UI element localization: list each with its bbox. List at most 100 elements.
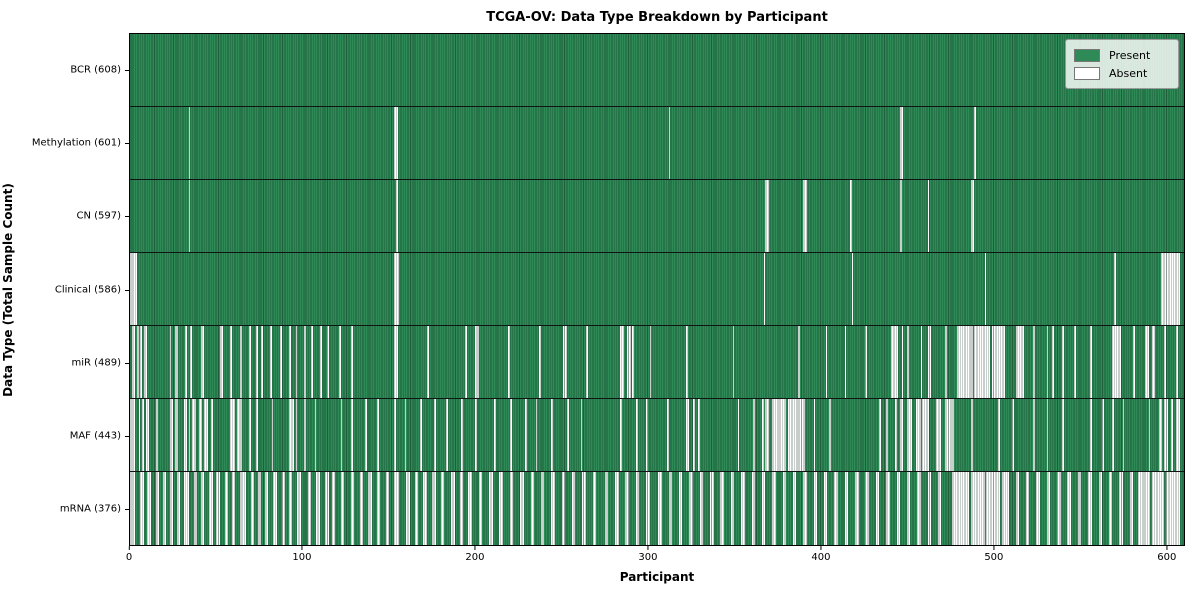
absent-stripe <box>899 107 904 179</box>
legend-swatch-absent <box>1074 66 1100 80</box>
absent-stripe <box>1176 399 1180 471</box>
y-tick-label-BCR: BCR (608) <box>70 64 121 76</box>
y-tick-label-mRNA: mRNA (376) <box>59 503 121 515</box>
absent-stripe <box>974 107 976 179</box>
absent-stripe <box>951 472 970 545</box>
absent-stripe <box>257 472 262 545</box>
absent-stripe <box>927 180 930 252</box>
absent-stripe <box>689 472 693 545</box>
absent-stripe <box>635 399 638 471</box>
absent-stripe <box>340 399 343 471</box>
absent-stripe <box>520 472 524 545</box>
absent-stripe <box>906 326 909 398</box>
absent-stripe <box>772 472 776 545</box>
absent-stripe <box>1112 326 1121 398</box>
absent-stripe <box>478 472 483 545</box>
x-tick-label: 400 <box>811 552 831 563</box>
absent-stripe <box>535 399 538 471</box>
absent-stripe <box>666 399 669 471</box>
absent-stripe <box>188 107 191 179</box>
absent-stripe <box>155 399 158 471</box>
x-tick-mark <box>301 546 303 550</box>
absent-stripe <box>1145 326 1149 398</box>
absent-stripe <box>219 326 224 398</box>
absent-stripe <box>970 399 973 471</box>
absent-stripe <box>224 472 229 545</box>
absent-stripe <box>256 399 258 471</box>
absent-stripe <box>991 326 1006 398</box>
absent-stripe <box>489 472 493 545</box>
x-tick-label: 500 <box>984 552 1004 563</box>
absent-stripe <box>394 472 400 545</box>
absent-stripe <box>1114 253 1116 325</box>
y-axis-tick-labels: BCR (608) Methylation (601) CN (597) Clinic… <box>0 33 121 546</box>
data-type-row-Methylation <box>130 107 1184 180</box>
absent-stripe <box>143 326 148 398</box>
absent-stripe <box>211 399 213 471</box>
absent-stripe <box>169 399 174 471</box>
absent-stripe <box>915 399 921 471</box>
absent-stripe <box>970 180 975 252</box>
absent-stripe <box>423 472 427 545</box>
absent-stripe <box>169 472 174 545</box>
absent-stripe <box>494 399 496 471</box>
data-type-row-BCR <box>130 34 1184 107</box>
absent-stripe <box>1133 326 1135 398</box>
absent-stripe <box>685 326 688 398</box>
absent-stripe <box>240 472 246 545</box>
absent-stripe <box>772 399 787 471</box>
data-type-row-mRNA <box>130 472 1184 545</box>
absent-stripe <box>732 326 735 398</box>
absent-stripe <box>649 326 652 398</box>
absent-stripe <box>944 326 947 398</box>
absent-stripe <box>561 472 566 545</box>
absent-stripe <box>130 472 136 545</box>
absent-stripe <box>765 180 769 252</box>
absent-stripe <box>761 472 766 545</box>
absent-stripe <box>1051 326 1054 398</box>
absent-stripe <box>326 326 329 398</box>
absent-stripe <box>844 326 847 398</box>
absent-stripe <box>944 399 954 471</box>
absent-stripe <box>256 326 258 398</box>
absent-stripe <box>1077 472 1082 545</box>
absent-stripe <box>459 472 464 545</box>
absent-stripe <box>899 180 902 252</box>
absent-stripe <box>886 472 890 545</box>
absent-stripe <box>753 399 755 471</box>
y-tick-mark <box>125 216 129 218</box>
absent-stripe <box>865 326 868 398</box>
absent-stripe <box>508 326 510 398</box>
absent-stripe <box>162 472 167 545</box>
absent-stripe <box>1129 472 1134 545</box>
absent-stripe <box>130 399 136 471</box>
absent-stripe <box>1089 399 1092 471</box>
absent-stripe <box>604 472 609 545</box>
legend-entry-absent: Absent <box>1074 64 1170 82</box>
absent-stripe <box>304 399 307 471</box>
absent-stripe <box>264 472 269 545</box>
absent-stripe <box>525 399 528 471</box>
absent-stripe <box>1057 472 1061 545</box>
absent-stripe <box>188 180 191 252</box>
absent-stripe <box>891 326 899 398</box>
absent-stripe <box>138 399 141 471</box>
absent-stripe <box>445 399 448 471</box>
absent-stripe <box>1101 399 1104 471</box>
absent-stripe <box>200 472 205 545</box>
absent-stripe <box>710 472 714 545</box>
absent-stripe <box>338 326 341 398</box>
absent-stripe <box>1036 472 1040 545</box>
absent-stripe <box>1074 326 1077 398</box>
absent-stripe <box>792 472 797 545</box>
y-tick-mark <box>125 142 129 144</box>
absent-stripe <box>250 472 255 545</box>
absent-stripe <box>1108 472 1113 545</box>
absent-stripe <box>1138 472 1151 545</box>
absent-stripe <box>414 472 419 545</box>
absent-stripe <box>204 399 208 471</box>
legend-label: Present <box>1109 48 1151 62</box>
absent-stripe <box>193 472 198 545</box>
absent-stripe <box>142 399 144 471</box>
